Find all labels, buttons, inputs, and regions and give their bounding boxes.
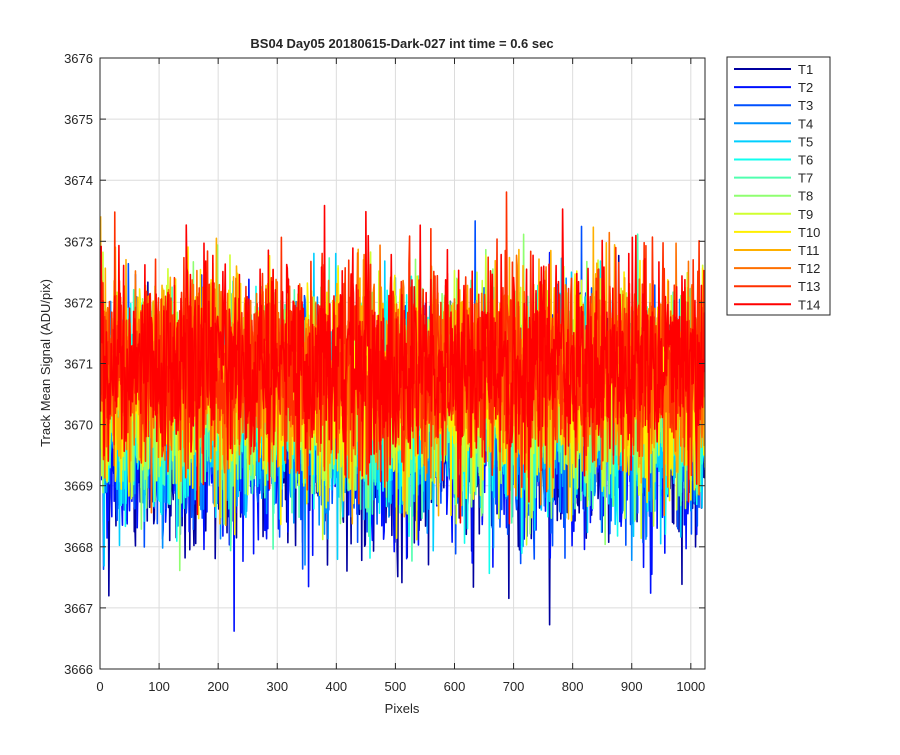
y-axis-ticks: 3666 3667 3668 3669 3670 3671 3672 3673 3674 3675…	[64, 51, 705, 677]
x-axis-ticks: 0 100 200 300 400 500 600 700 800 900 1000	[96, 58, 705, 694]
legend-label-t8: T8	[798, 189, 813, 204]
x-tick-label: 400	[325, 679, 347, 694]
legend: T1 T2 T3 T4 T5 T6 T7 T8 T9 T10 T11 T12 T13 T14	[726, 56, 831, 316]
x-tick-label: 100	[148, 679, 170, 694]
legend-label-t14: T14	[798, 297, 820, 312]
x-tick-label: 900	[621, 679, 643, 694]
y-tick-label: 3667	[64, 601, 93, 616]
y-axis-label: Track Mean Signal (ADU/pix)	[38, 279, 53, 447]
legend-label-t2: T2	[798, 80, 813, 95]
legend-box	[726, 56, 831, 316]
y-tick-label: 3674	[64, 173, 93, 188]
legend-label-t4: T4	[798, 116, 813, 131]
legend-label-t10: T10	[798, 225, 820, 240]
x-tick-label: 300	[266, 679, 288, 694]
legend-label-t5: T5	[798, 134, 813, 149]
y-tick-label: 3672	[64, 295, 93, 310]
legend-label-t12: T12	[798, 261, 820, 276]
x-tick-label: 200	[207, 679, 229, 694]
legend-label-t3: T3	[798, 98, 813, 113]
y-tick-label: 3668	[64, 540, 93, 555]
y-tick-label: 3673	[64, 234, 93, 249]
x-tick-label: 1000	[676, 679, 705, 694]
x-tick-label: 800	[562, 679, 584, 694]
chart-title: BS04 Day05 20180615-Dark-027 int time = …	[250, 36, 553, 51]
data-lines	[100, 191, 705, 632]
legend-label-t1: T1	[798, 62, 813, 77]
y-tick-label: 3671	[64, 357, 93, 372]
y-tick-label: 3676	[64, 51, 93, 66]
legend-label-t9: T9	[798, 207, 813, 222]
y-tick-label: 3670	[64, 418, 93, 433]
x-tick-label: 600	[444, 679, 466, 694]
y-tick-label: 3666	[64, 662, 93, 677]
x-axis-label: Pixels	[385, 701, 420, 716]
y-tick-label: 3675	[64, 112, 93, 127]
series-line-t14	[100, 204, 705, 525]
y-tick-label: 3669	[64, 479, 93, 494]
x-tick-label: 500	[385, 679, 407, 694]
x-tick-label: 700	[503, 679, 525, 694]
x-tick-label: 0	[96, 679, 103, 694]
legend-label-t7: T7	[798, 171, 813, 186]
legend-label-t6: T6	[798, 153, 813, 168]
legend-label-t11: T11	[798, 243, 819, 258]
legend-label-t13: T13	[798, 279, 820, 294]
